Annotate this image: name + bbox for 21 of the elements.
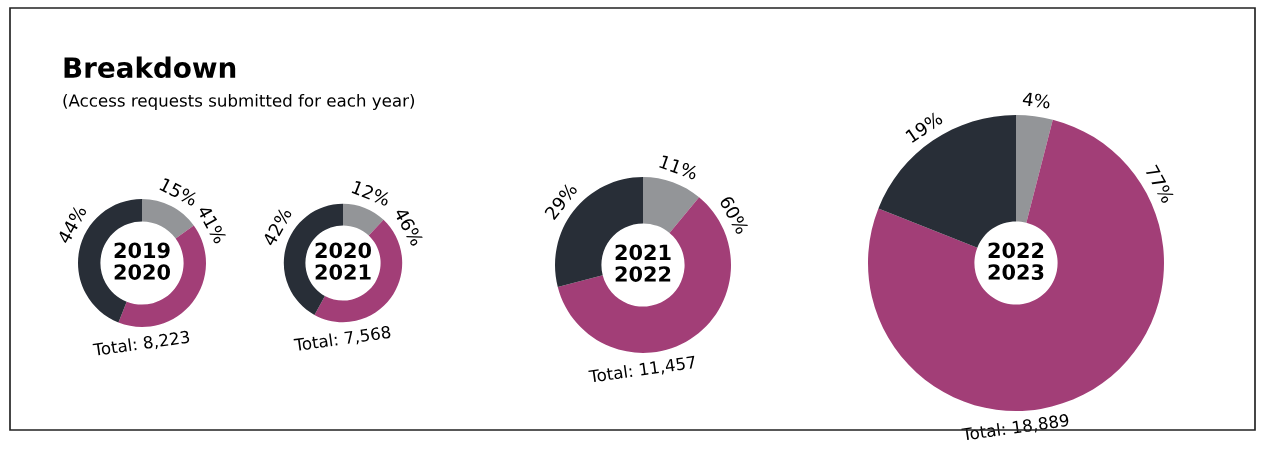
data-label: 46% <box>393 206 425 247</box>
text: (Access requests submitted for each year) <box>63 93 415 111</box>
data-label: 41% <box>196 204 228 245</box>
data-label: 42% <box>261 206 293 247</box>
data-label: 44% <box>56 204 88 245</box>
text: 2019 2020 <box>114 242 170 280</box>
text: Total: 8,223 <box>92 330 190 358</box>
data-label: 4% <box>1022 91 1051 109</box>
text: Total: 7,568 <box>293 325 392 354</box>
text: Total: 18,889 <box>961 413 1070 443</box>
text: Total: 11,457 <box>588 355 697 385</box>
data-label: 60% <box>719 195 750 235</box>
donut-slice <box>1016 115 1053 223</box>
data-label: 77% <box>1144 164 1175 204</box>
text: 2022 2023 <box>988 242 1044 280</box>
data-label: 12% <box>351 180 391 207</box>
data-label: 11% <box>658 154 699 181</box>
text: Breakdown <box>64 56 236 79</box>
text: 2021 2022 <box>615 244 671 282</box>
text: 2020 2021 <box>315 242 371 280</box>
data-label: 15% <box>159 177 199 207</box>
